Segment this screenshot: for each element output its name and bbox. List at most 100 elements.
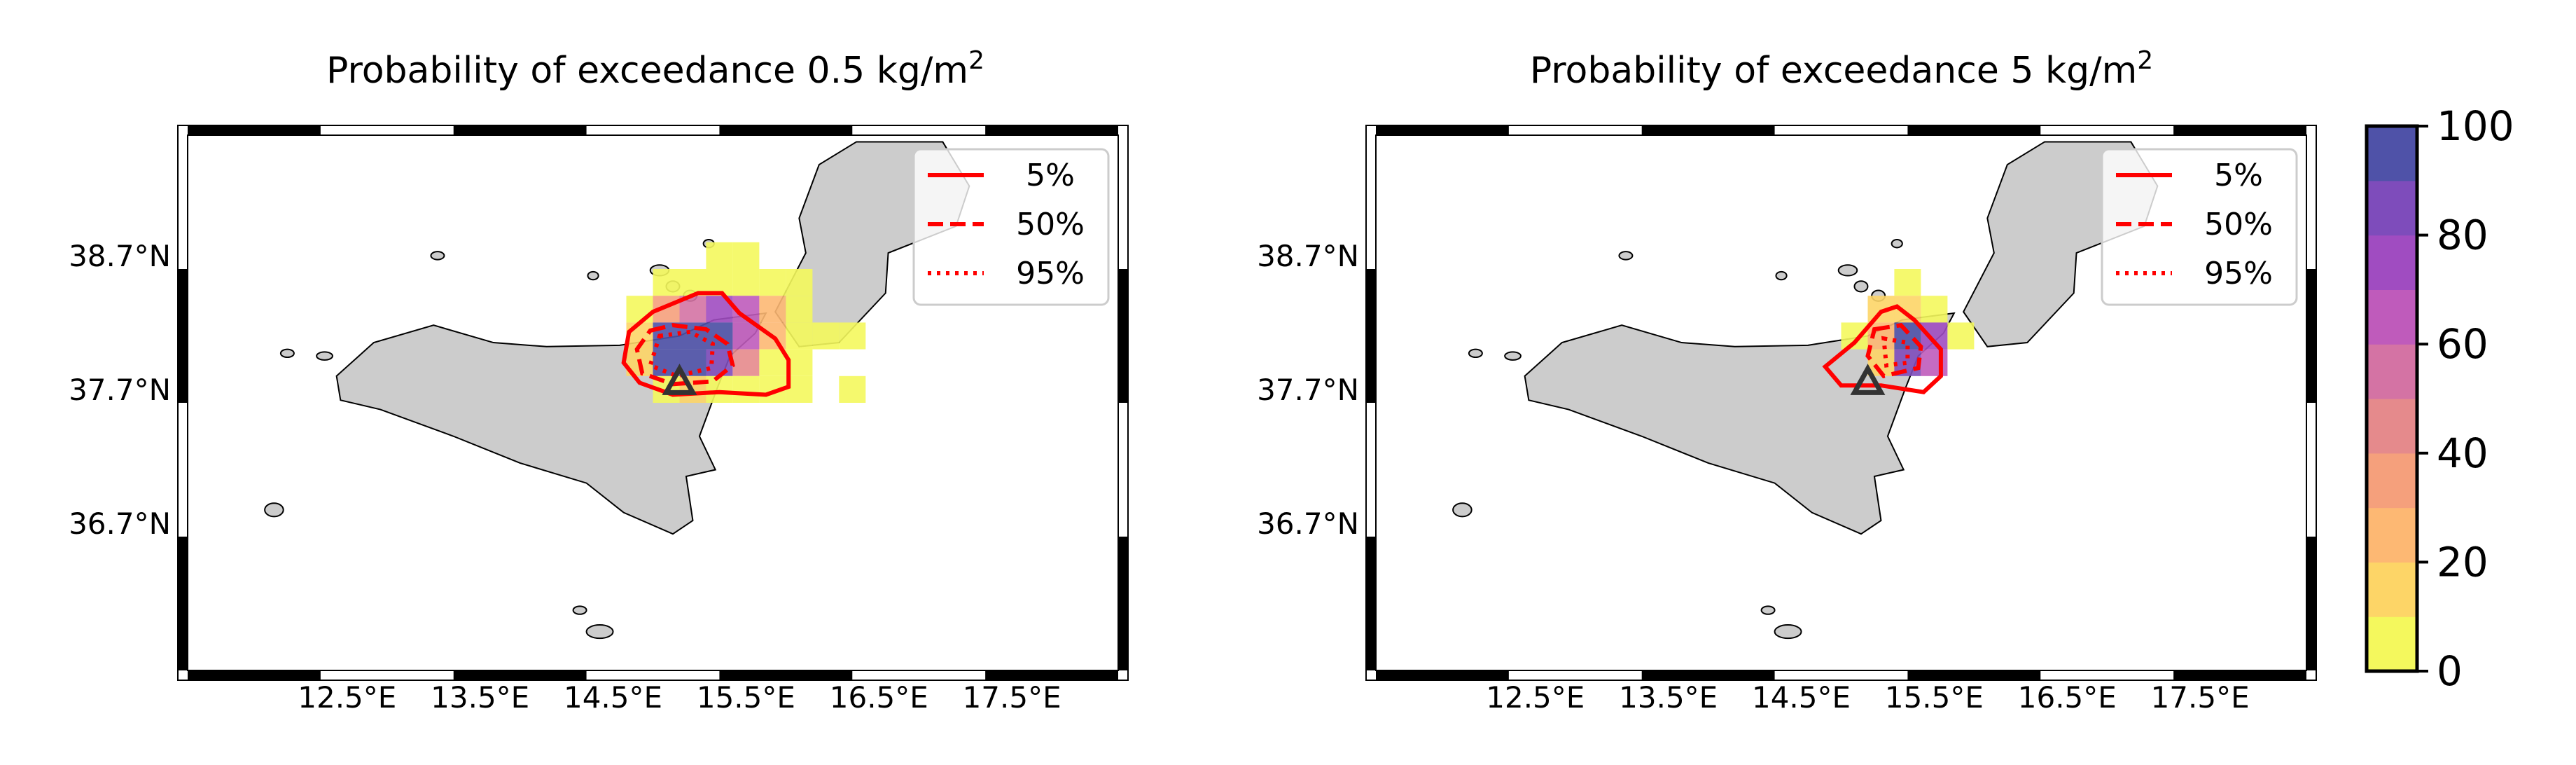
land-shape [1839, 265, 1858, 275]
colorbar-band [2367, 562, 2417, 617]
panel-2-y-ticks: 38.7°N 37.7°N 36.7°N [1257, 239, 1359, 541]
panel-2-legend-label-5: 5% [2214, 158, 2263, 193]
contour-5-percent [1822, 304, 1943, 394]
land-shape [1525, 313, 1954, 534]
panel-1-vent-marker [662, 364, 697, 395]
probability-cell [786, 269, 813, 296]
panel-1-legend: 5% 50% 95% [912, 148, 1110, 306]
panel-1-y-tick: 37.7°N [69, 373, 171, 407]
frame-segment [188, 670, 321, 680]
land-shape [1469, 350, 1482, 357]
frame-segment [453, 125, 587, 135]
probability-cell [839, 322, 866, 350]
panel-1-y-tick: 36.7°N [69, 506, 171, 541]
frame-segment [1376, 125, 1509, 135]
colorbar-tick-label: 100 [2437, 102, 2514, 150]
probability-cell [1894, 269, 1921, 296]
panel-1-x-tick: 15.5°E [697, 680, 795, 715]
land-shape [1854, 281, 1867, 291]
panel-1-x-tick: 17.5°E [963, 680, 1061, 715]
land-shape [265, 503, 284, 516]
frame-segment [1376, 670, 1509, 680]
panel-1-legend-label-95: 95% [1016, 256, 1085, 291]
land-shape [1762, 606, 1775, 614]
probability-cell [839, 375, 866, 403]
panel-1-title: Probability of exceedance 0.5 kg/m2 [326, 46, 984, 92]
land-shape [2140, 88, 2152, 95]
frame-segment [2173, 670, 2306, 680]
panel-2-title-superscript: 2 [2137, 46, 2153, 75]
frame-segment [178, 269, 188, 403]
frame-segment [178, 537, 188, 670]
panel-2-title: Probability of exceedance 5 kg/m2 [1530, 46, 2153, 92]
frame-segment [1366, 537, 1376, 670]
panel-1-x-tick: 14.5°E [564, 680, 662, 715]
colorbar-band [2367, 507, 2417, 563]
probability-cell [759, 296, 786, 323]
panel-2-x-tick: 16.5°E [2018, 680, 2117, 715]
panel-1-legend-box [912, 148, 1110, 306]
panel-1-x-tick: 13.5°E [431, 680, 529, 715]
frame-segment [453, 670, 587, 680]
panel-1-probability-grid [626, 242, 866, 403]
panel-2-legend: 5% 50% 95% [2101, 148, 2298, 306]
panel-1: Probability of exceedance 0.5 kg/m2 12.5… [69, 46, 1129, 715]
land-shape [1892, 240, 1902, 247]
panel-2-x-tick: 14.5°E [1752, 680, 1851, 715]
land-shape [1619, 251, 1632, 259]
panel-2-legend-box [2101, 148, 2298, 306]
land-shape [573, 606, 587, 614]
probability-cell [732, 375, 760, 403]
land-shape [316, 352, 333, 359]
frame-segment [985, 125, 1118, 135]
frame-segment [985, 670, 1118, 680]
land-shape [587, 625, 613, 638]
vent-triangle [662, 364, 697, 395]
panel-1-x-tick: 12.5°E [298, 680, 396, 715]
colorbar-band [2367, 616, 2417, 672]
colorbar-tick-label: 0 [2437, 647, 2463, 695]
probability-cell [786, 296, 813, 323]
panel-2-x-tick: 13.5°E [1619, 680, 1718, 715]
colorbar-band [2367, 235, 2417, 290]
probability-cell [706, 242, 733, 269]
colorbar-ticks: 0 20 40 60 80 100 [2417, 102, 2514, 695]
probability-cell [786, 322, 813, 350]
panel-2-legend-label-50: 50% [2204, 207, 2273, 242]
panel-2-map-frame [1365, 125, 2317, 681]
probability-cell [759, 349, 786, 376]
probability-cell [812, 322, 840, 350]
probability-cell [732, 349, 760, 376]
panel-2-x-tick: 15.5°E [1885, 680, 1984, 715]
frame-segment [1907, 670, 2041, 680]
probability-cell [732, 269, 760, 296]
colorbar-band [2367, 399, 2417, 454]
panel-1-x-tick: 16.5°E [830, 680, 928, 715]
frame-segment [1641, 670, 1775, 680]
panel-2-legend-label-95: 95% [2204, 256, 2273, 291]
probability-cell [626, 296, 653, 323]
vent-triangle [1850, 364, 1886, 395]
land-shape [431, 251, 444, 259]
frame-segment [2173, 125, 2306, 135]
panel-1-x-ticks: 12.5°E 13.5°E 14.5°E 15.5°E 16.5°E 17.5°… [298, 680, 1061, 715]
contour-50-percent [1865, 322, 1923, 379]
frame-segment [1118, 269, 1128, 403]
panel-1-title-text: Probability of exceedance 0.5 kg/m [326, 50, 968, 92]
panel-1-title-superscript: 2 [968, 46, 984, 75]
land-shape [1775, 625, 1802, 638]
frame-segment [2306, 537, 2316, 670]
colorbar-bands [2367, 126, 2417, 672]
colorbar-band [2367, 126, 2417, 181]
panel-2-contours [1822, 304, 1943, 394]
panel-2-x-tick: 12.5°E [1486, 680, 1585, 715]
panel-2: Probability of exceedance 5 kg/m2 12.5°E… [1257, 46, 2317, 715]
frame-segment [1366, 269, 1376, 403]
panel-2-y-tick: 37.7°N [1257, 373, 1359, 407]
land-shape [1505, 352, 1521, 359]
colorbar-tick-label: 80 [2437, 212, 2488, 259]
probability-cell [732, 242, 760, 269]
colorbar-tick-label: 40 [2437, 429, 2488, 477]
colorbar-band [2367, 453, 2417, 509]
panel-2-y-tick: 38.7°N [1257, 239, 1359, 273]
